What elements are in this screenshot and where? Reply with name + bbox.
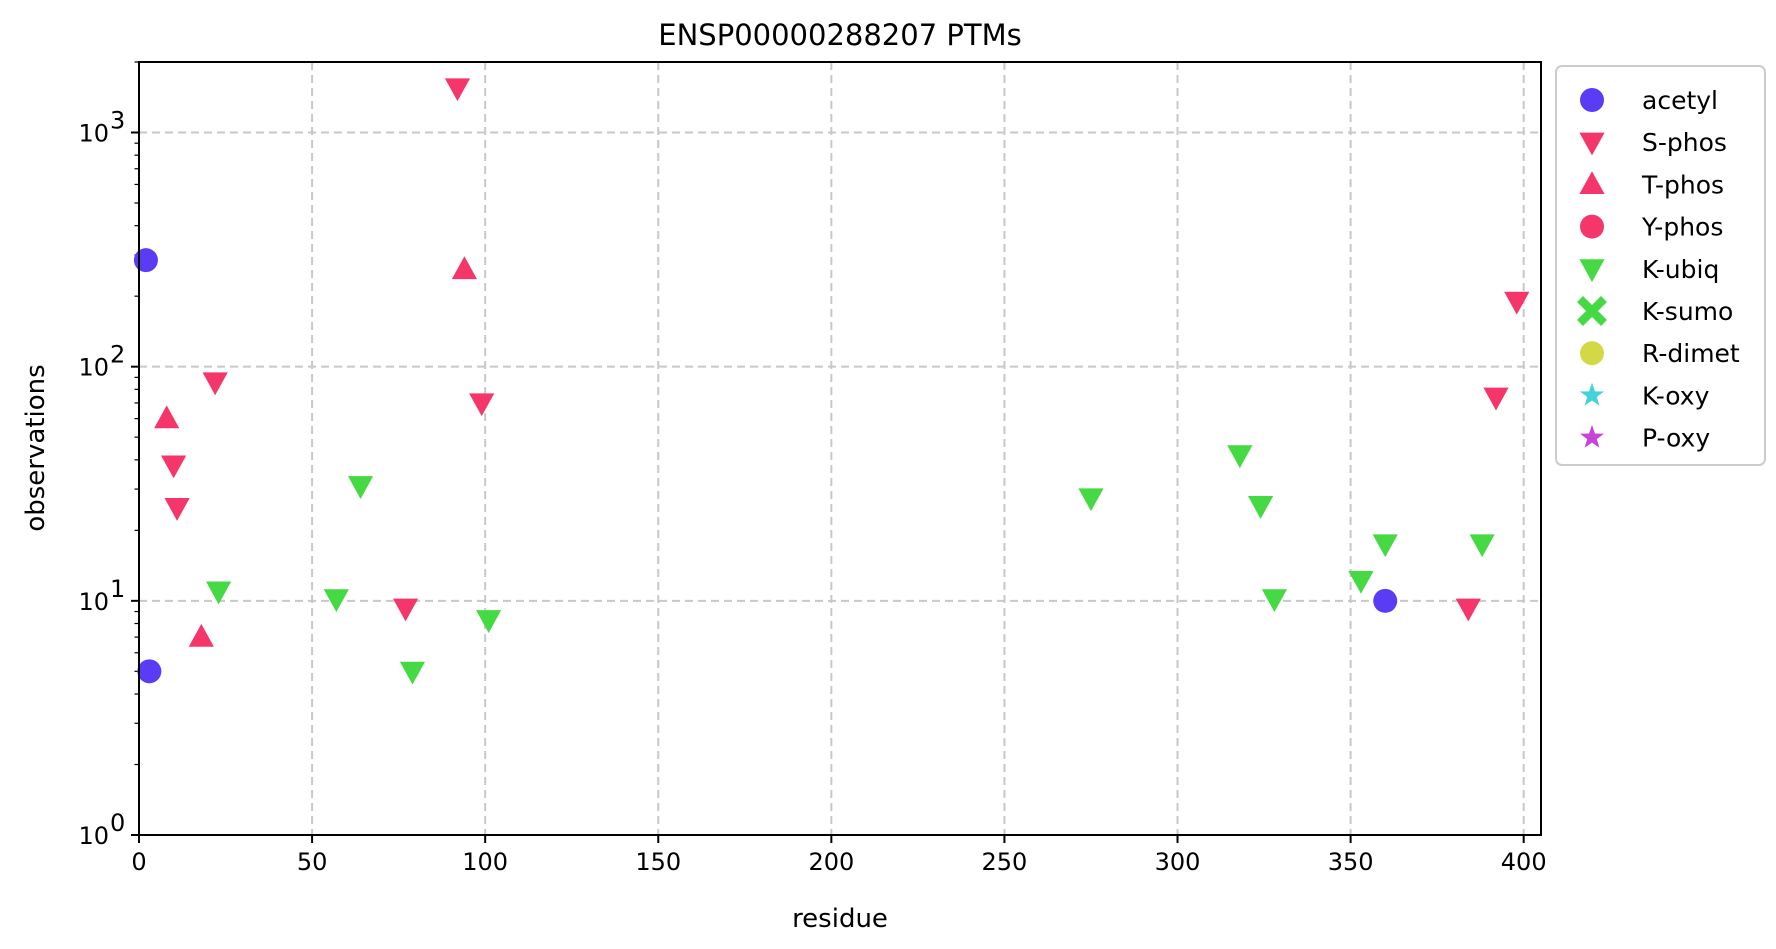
x-tick-label: 400	[1501, 848, 1547, 876]
legend-label-r-dimet: R-dimet	[1642, 339, 1740, 368]
point-k-ubiq	[1078, 488, 1104, 512]
point-k-ubiq	[399, 661, 426, 685]
legend-marker-y-phos	[1580, 214, 1604, 239]
legend-label-t-phos: T-phos	[1641, 170, 1724, 199]
point-k-ubiq	[1348, 571, 1374, 594]
legend-box	[1555, 65, 1766, 466]
point-s-phos	[161, 455, 187, 479]
point-s-phos	[444, 78, 471, 102]
y-tick-label: 10	[78, 119, 109, 147]
point-k-ubiq	[1261, 589, 1288, 613]
point-s-phos	[392, 598, 419, 622]
point-k-ubiq	[347, 476, 374, 499]
point-k-ubiq	[1372, 534, 1398, 558]
chart-title: ENSP00000288207 PTMs	[658, 18, 1021, 52]
legend-label-k-sumo: K-sumo	[1642, 297, 1733, 326]
legend-label-k-ubiq: K-ubiq	[1642, 255, 1719, 284]
x-tick-label: 250	[982, 848, 1028, 876]
legend-label-acetyl: acetyl	[1642, 86, 1718, 115]
point-acetyl	[1373, 588, 1398, 613]
legend-label-y-phos: Y-phos	[1641, 213, 1723, 242]
point-s-phos	[469, 393, 495, 417]
legend-label-p-oxy: P-oxy	[1642, 424, 1710, 453]
point-k-ubiq	[1227, 445, 1253, 469]
legend-items: acetyl S-phos T-phos Y-phos K-ubiq K-sumo R-di…	[1577, 86, 1740, 453]
x-tick-label: 350	[1328, 848, 1374, 876]
data-points	[133, 78, 1530, 685]
point-acetyl	[137, 659, 162, 684]
point-acetyl	[133, 248, 158, 273]
x-axis-label: residue	[792, 904, 888, 934]
grid-lines	[138, 62, 1541, 836]
legend-marker-k-ubiq	[1579, 259, 1605, 282]
y-tick-exponent: 0	[110, 809, 125, 837]
point-k-ubiq	[1248, 496, 1274, 519]
point-t-phos	[188, 623, 214, 647]
point-k-ubiq	[323, 589, 349, 613]
y-tick-exponent: 3	[110, 106, 125, 134]
point-s-phos	[202, 372, 228, 396]
legend-marker-r-dimet	[1580, 341, 1604, 366]
x-tick-label: 50	[297, 848, 328, 876]
x-tick-label: 150	[635, 848, 681, 876]
point-k-ubiq	[476, 610, 502, 633]
point-k-ubiq	[206, 581, 232, 605]
point-s-phos	[1504, 291, 1530, 315]
y-tick-label: 10	[78, 588, 109, 616]
x-tick-label: 0	[131, 848, 146, 876]
legend-marker-acetyl	[1580, 88, 1604, 112]
legend: acetyl S-phos T-phos Y-phos K-ubiq K-sumo R-di…	[1555, 65, 1766, 466]
plot-frame	[138, 61, 1542, 836]
legend-marker-p-oxy	[1580, 425, 1604, 448]
point-t-phos	[451, 256, 478, 280]
legend-marker-k-oxy	[1580, 382, 1604, 406]
y-tick-label: 10	[78, 822, 109, 850]
point-s-phos	[1455, 598, 1481, 622]
y-tick-label: 10	[78, 354, 109, 382]
y-tick-exponent: 1	[110, 575, 125, 603]
legend-label-k-oxy: K-oxy	[1642, 381, 1710, 410]
legend-marker-k-sumo	[1577, 296, 1607, 326]
y-axis-label: observations	[21, 364, 51, 531]
y-tick-exponent: 2	[110, 341, 125, 369]
legend-marker-t-phos	[1579, 171, 1605, 194]
point-t-phos	[154, 405, 180, 429]
legend-label-s-phos: S-phos	[1642, 128, 1727, 157]
x-tick-label: 100	[462, 848, 508, 876]
point-s-phos	[1483, 387, 1509, 411]
x-tick-label: 300	[1155, 848, 1201, 876]
x-tick-label: 200	[808, 848, 854, 876]
legend-marker-s-phos	[1579, 132, 1605, 156]
point-s-phos	[164, 498, 190, 521]
point-k-ubiq	[1469, 534, 1495, 558]
